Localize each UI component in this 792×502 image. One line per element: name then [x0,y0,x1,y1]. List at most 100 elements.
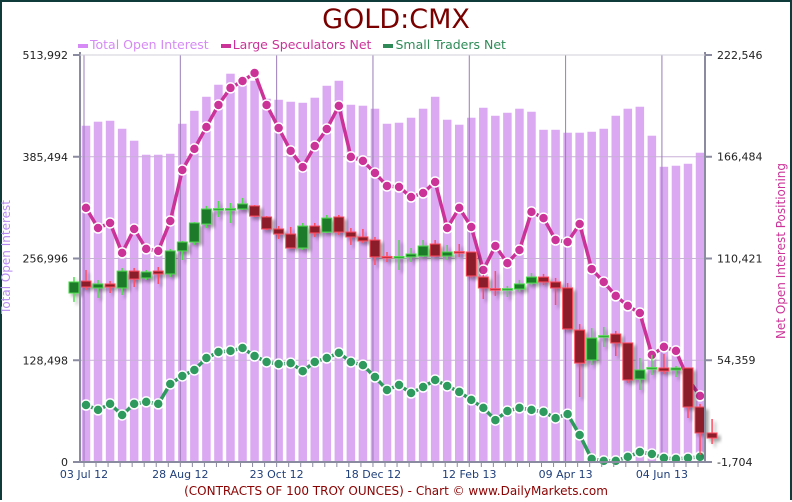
open-interest-bar [272,98,285,463]
candle-body [261,216,273,230]
candle-body [634,369,646,380]
candle-body [405,253,417,258]
candle-body [140,271,152,279]
price-candle [393,240,405,270]
legend-item-total-open-interest[interactable]: Total Open Interest [78,37,209,52]
price-candle [92,279,104,298]
price-candle [610,330,622,357]
y-right-tick-label: 166,484 [717,151,763,164]
candle-body [574,329,586,364]
open-interest-bar [260,97,273,463]
large-speculators-point [321,123,333,135]
large-speculators-point [224,82,237,94]
candle-body [513,283,525,290]
large-speculators-point [549,234,562,246]
price-candle [405,248,417,262]
candle-body [381,256,393,259]
open-interest-bar [248,79,261,463]
small-traders-point [236,342,249,354]
price-candle [453,244,465,257]
candle-body [92,283,104,289]
large-speculators-point [176,164,189,176]
legend-item-large-speculators[interactable]: Large Speculators Net [220,37,371,52]
large-speculators-point [80,202,92,214]
legend-item-small-traders[interactable]: Small Traders Net [383,37,506,52]
price-candle [188,222,200,245]
large-speculators-point [200,121,213,133]
small-traders-point [634,446,646,458]
large-speculators-point [188,143,201,155]
price-candle [646,354,658,376]
small-traders-point [248,350,261,362]
price-candle [513,279,525,292]
chart-title: GOLD:CMX [322,4,470,35]
small-traders-point [501,405,514,417]
candle-body [309,225,321,234]
price-candle [140,269,152,280]
small-traders-point [212,346,225,358]
large-speculators-point [561,236,574,248]
large-speculators-point [164,215,177,227]
large-speculators-point [260,99,273,111]
large-speculators-point [369,167,381,179]
large-speculators-point [537,212,550,224]
y-right-tick-label: -1,704 [717,456,752,469]
chart-footer: (CONTRACTS OF 100 TROY OUNCES) - Chart ©… [184,484,608,498]
price-candle [116,267,128,296]
price-candle [321,214,333,233]
candle-body [249,205,261,217]
small-traders-point [128,398,140,410]
large-speculators-point [489,240,502,252]
large-speculators-point [104,217,116,229]
small-traders-point [200,352,213,364]
open-interest-bar [634,105,646,463]
candle-body [706,432,718,439]
open-interest-bar [646,134,658,463]
candle-body [525,276,537,284]
candle-body [164,250,176,275]
price-candle [249,204,261,217]
large-speculators-point [429,176,441,188]
small-traders-point [321,352,333,364]
large-speculators-point [236,75,249,87]
small-traders-point [610,455,622,467]
large-speculators-point [272,122,285,134]
small-traders-point [513,402,526,414]
open-interest-bar [670,164,682,463]
price-candle [586,328,598,366]
small-traders-point [549,412,562,424]
price-candle [429,240,441,257]
candle-body [550,281,562,289]
open-interest-bar [658,165,670,463]
price-candle [682,367,694,419]
large-speculators-point [152,245,164,257]
candle-body [670,367,682,371]
small-traders-point [345,356,357,368]
candle-body [562,287,574,330]
candle-body [610,333,622,344]
candle-body [369,239,381,258]
price-candle [417,240,429,257]
candle-body [321,217,333,233]
small-traders-point [272,358,285,370]
price-candle [670,365,682,378]
small-traders-point [393,379,405,391]
price-candle [200,205,212,229]
small-traders-point [381,384,393,396]
open-interest-bar [333,79,345,463]
small-traders-point [164,378,177,390]
open-interest-bar [453,123,465,463]
y-left-tick-label: 513,992 [23,49,69,62]
candle-body [622,342,634,381]
candle-body [80,280,92,288]
small-traders-point [573,429,586,441]
large-speculators-point [345,151,357,163]
small-traders-point [465,394,478,406]
candle-body [694,406,706,434]
candle-body [200,208,212,225]
large-speculators-point [284,145,297,157]
large-speculators-point [453,202,465,214]
open-interest-bar [393,121,405,463]
